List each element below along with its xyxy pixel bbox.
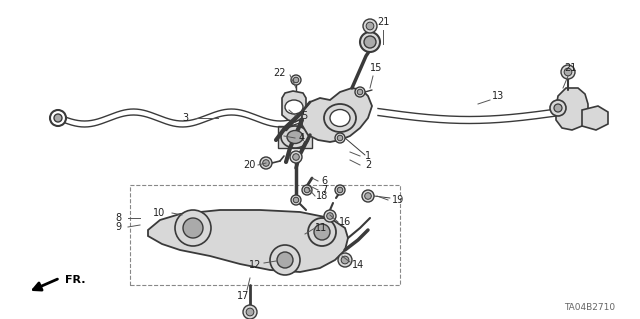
Circle shape: [277, 252, 293, 268]
Text: 11: 11: [315, 223, 327, 233]
Text: 9: 9: [115, 222, 121, 232]
Circle shape: [304, 187, 310, 193]
Circle shape: [335, 133, 345, 143]
Text: FR.: FR.: [65, 275, 86, 285]
Text: 1: 1: [365, 151, 371, 161]
Text: 16: 16: [339, 217, 351, 227]
Circle shape: [308, 218, 336, 246]
Text: 19: 19: [392, 195, 404, 205]
Text: 18: 18: [316, 191, 328, 201]
Circle shape: [262, 160, 269, 166]
Circle shape: [291, 195, 301, 205]
Circle shape: [550, 100, 566, 116]
Polygon shape: [282, 91, 306, 122]
Circle shape: [290, 151, 302, 163]
Polygon shape: [582, 106, 608, 130]
Circle shape: [302, 185, 312, 195]
Circle shape: [260, 157, 272, 169]
Circle shape: [175, 210, 211, 246]
Circle shape: [54, 114, 62, 122]
Circle shape: [365, 193, 371, 199]
Circle shape: [364, 36, 376, 48]
Circle shape: [554, 104, 562, 112]
Circle shape: [324, 210, 336, 222]
Text: 14: 14: [352, 260, 364, 270]
Circle shape: [360, 32, 380, 52]
Circle shape: [246, 308, 254, 316]
Text: 5: 5: [301, 111, 307, 121]
Text: 20: 20: [243, 160, 255, 170]
Circle shape: [291, 75, 301, 85]
Ellipse shape: [324, 104, 356, 132]
Circle shape: [341, 256, 349, 264]
Circle shape: [564, 68, 572, 76]
Text: 8: 8: [115, 213, 121, 223]
Ellipse shape: [287, 130, 303, 144]
Circle shape: [337, 187, 343, 193]
Polygon shape: [302, 88, 372, 142]
Circle shape: [326, 213, 333, 219]
Text: 13: 13: [492, 91, 504, 101]
Circle shape: [50, 110, 66, 126]
Circle shape: [292, 154, 300, 160]
Text: 7: 7: [321, 185, 327, 195]
Circle shape: [561, 65, 575, 79]
Text: 10: 10: [153, 208, 165, 218]
Circle shape: [337, 135, 343, 141]
Polygon shape: [556, 88, 588, 130]
Ellipse shape: [281, 126, 309, 148]
Text: 4: 4: [299, 133, 305, 143]
Text: 2: 2: [365, 160, 371, 170]
Circle shape: [293, 197, 299, 203]
Text: 12: 12: [249, 260, 261, 270]
Polygon shape: [278, 126, 312, 148]
Text: 6: 6: [321, 176, 327, 186]
Polygon shape: [148, 210, 348, 272]
Text: 21: 21: [377, 17, 389, 27]
Text: 3: 3: [182, 113, 188, 123]
Circle shape: [314, 224, 330, 240]
Text: 17: 17: [237, 291, 249, 301]
Circle shape: [335, 185, 345, 195]
Text: TA04B2710: TA04B2710: [564, 303, 616, 313]
Circle shape: [243, 305, 257, 319]
Circle shape: [366, 22, 374, 30]
Circle shape: [362, 190, 374, 202]
Circle shape: [293, 77, 299, 83]
Circle shape: [338, 253, 352, 267]
Ellipse shape: [285, 100, 303, 114]
Text: 22: 22: [273, 68, 285, 78]
Circle shape: [270, 245, 300, 275]
Text: 15: 15: [370, 63, 382, 73]
Ellipse shape: [330, 109, 350, 127]
Circle shape: [355, 87, 365, 97]
Circle shape: [363, 19, 377, 33]
Circle shape: [183, 218, 203, 238]
Bar: [130, 185, 400, 285]
Text: 21: 21: [564, 63, 576, 73]
Circle shape: [357, 89, 363, 95]
